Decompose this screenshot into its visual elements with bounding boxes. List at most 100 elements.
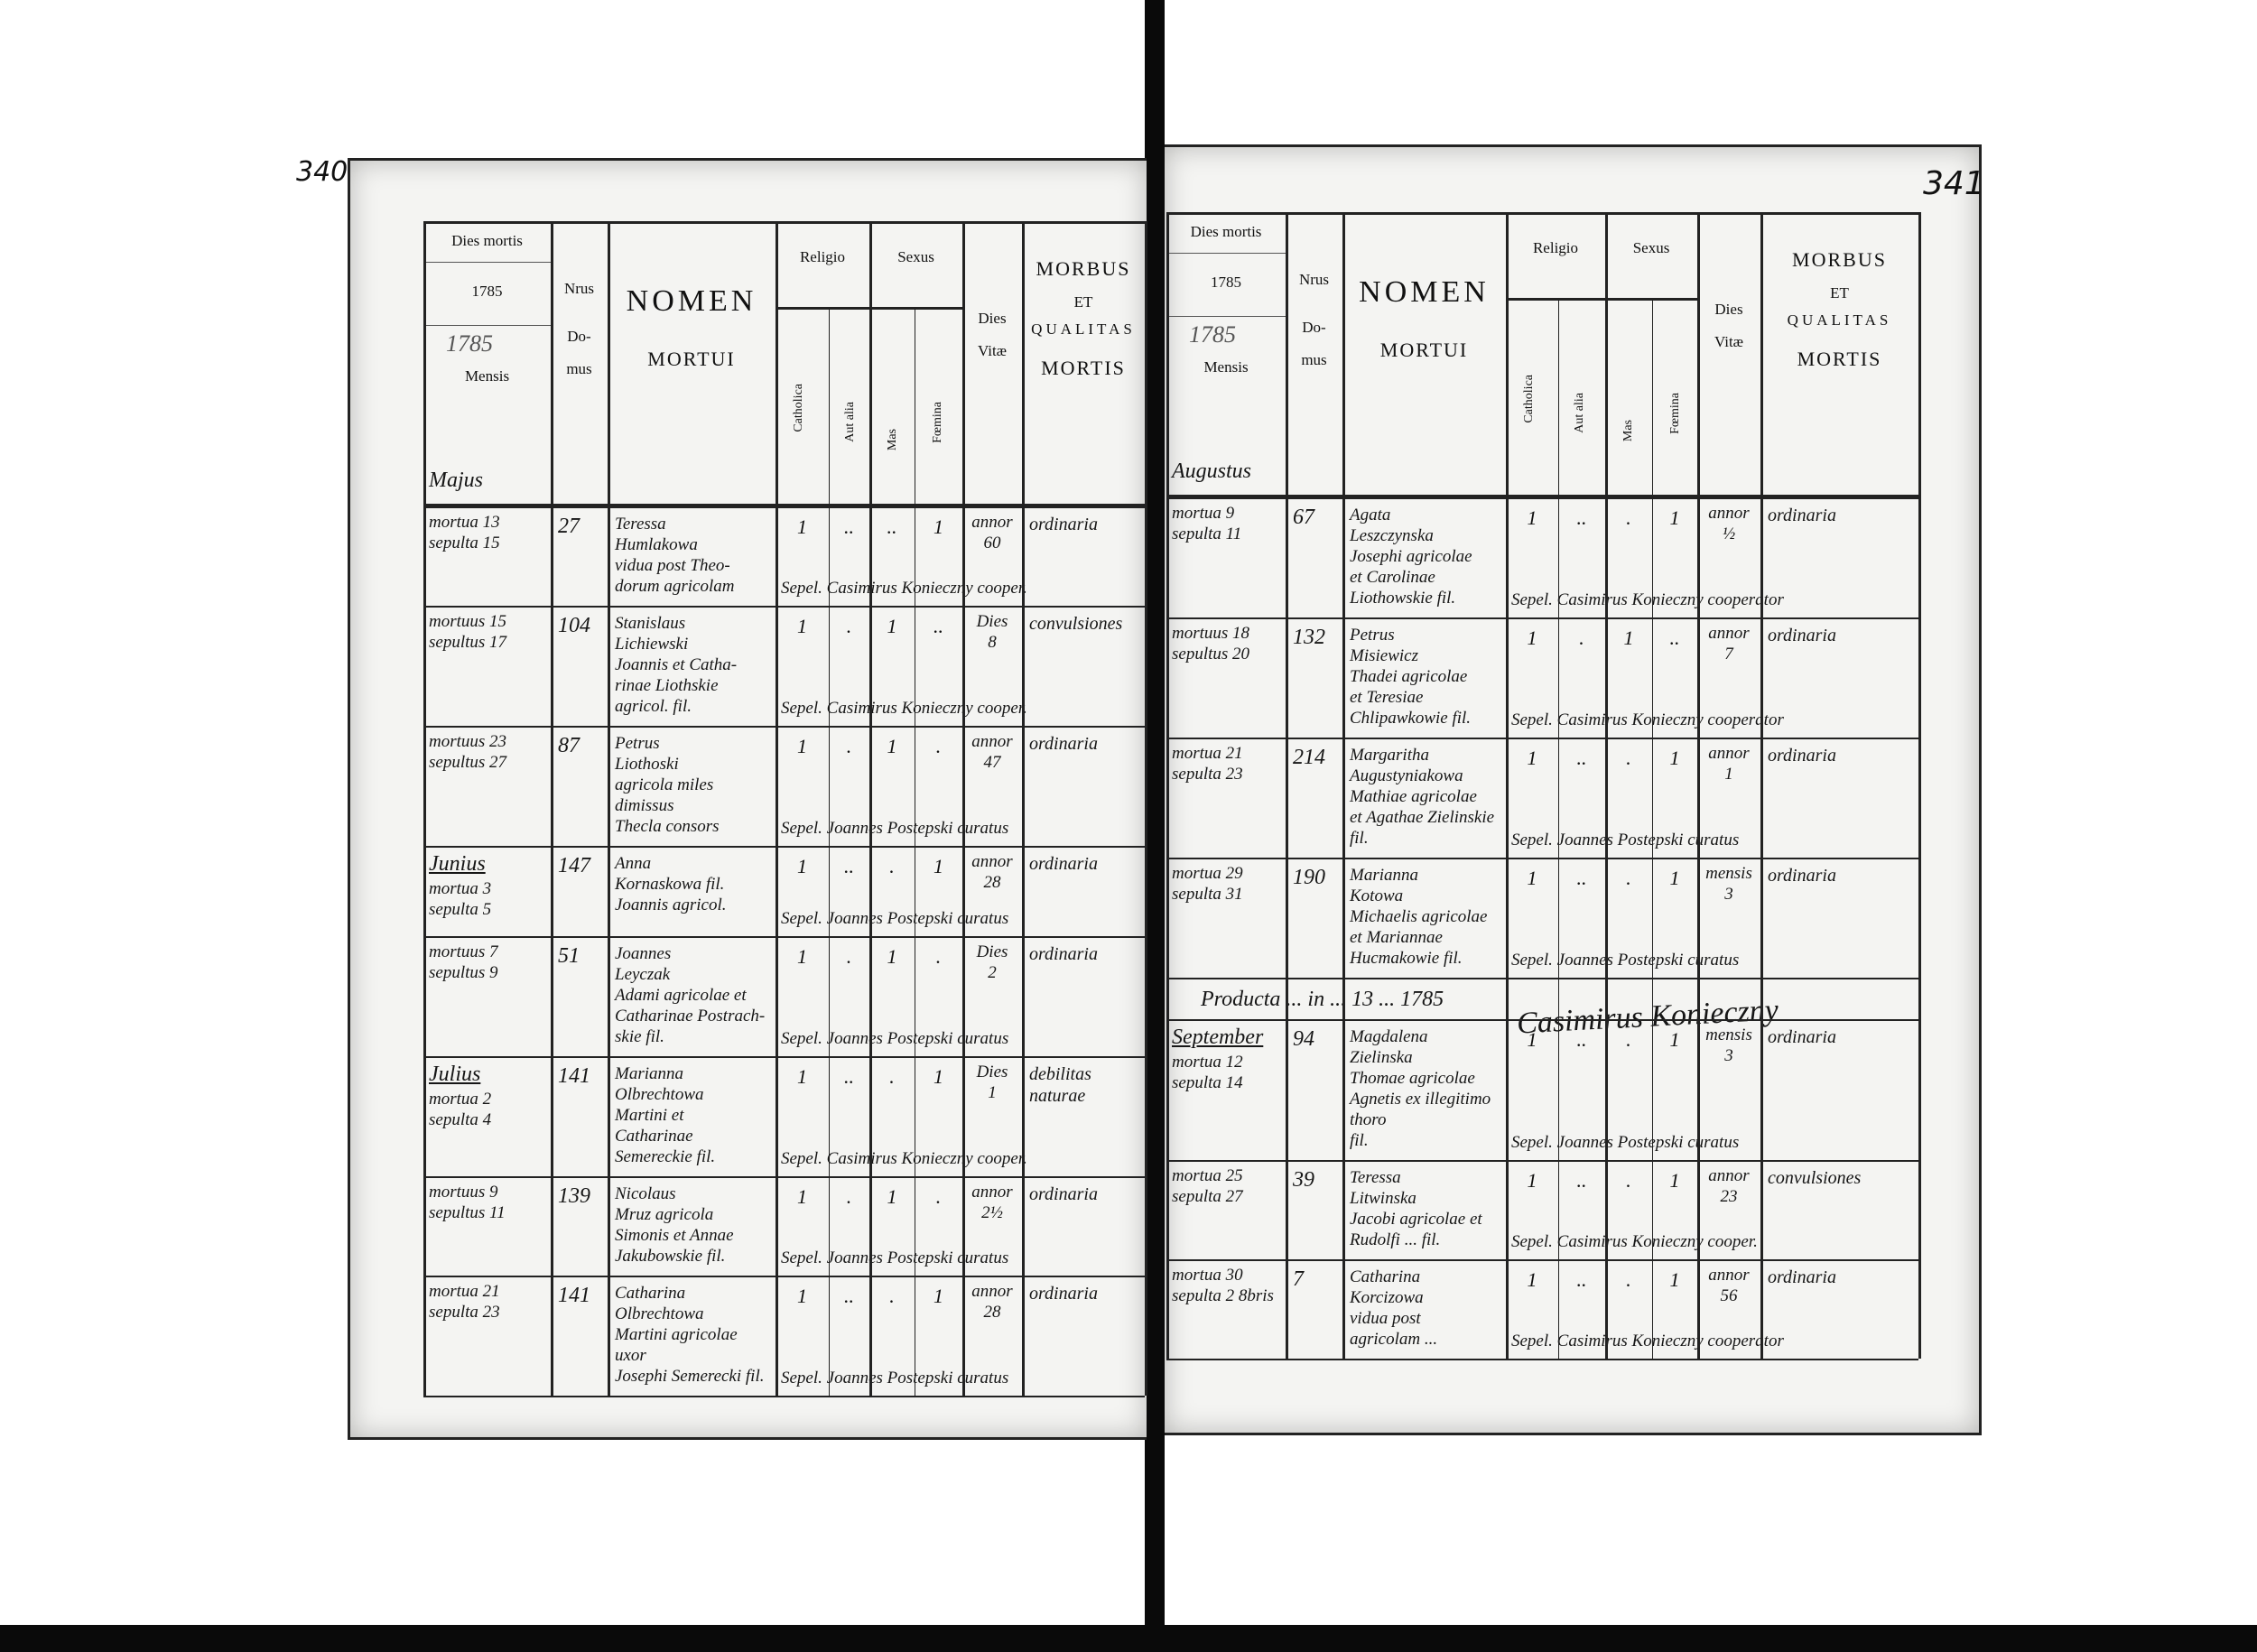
foemina-mark: 1 [933,515,943,538]
house-number: 147 [558,854,590,877]
catholica-mark: 1 [797,1065,807,1088]
header-religio: Religio [799,248,846,265]
cause-of-death: ordinaria [1768,1267,1836,1287]
mas-mark: 1 [887,1185,897,1208]
subheader-rule [1506,298,1697,301]
column-rule [1605,212,1608,1359]
mas-mark: 1 [887,945,897,968]
cause-of-death: ordinaria [1029,1284,1098,1304]
aut-alia-mark: .. [1576,867,1587,889]
catholica-mark: 1 [1527,747,1537,769]
burial-officiant: Sepel. Casimirus Konieczny cooperator [1511,590,1784,609]
catholica-mark: 1 [797,735,807,757]
catholica-mark: 1 [1527,1028,1537,1051]
header-dies-mortis: Dies mortis [451,232,523,249]
cause-of-death: convulsiones [1768,1168,1862,1188]
burial-officiant: Sepel. Joannes Postepski curatus [781,1369,1009,1387]
age-at-death: annor 60 [971,513,1013,552]
death-burial-date: mortuus 15 sepultus 17 [429,612,507,652]
row-divider [423,1396,1145,1397]
foemina-mark: .. [1669,626,1680,649]
foemina-mark: 1 [1669,867,1680,889]
row-divider [1166,617,1918,619]
header-nrus: Nrus [1298,271,1330,288]
column-rule [1286,212,1288,1359]
header-catholica: Catholica [792,384,805,432]
column-rule [1760,212,1763,1359]
header-mensis: Mensis [464,367,510,385]
mas-mark: . [1626,867,1631,889]
row-divider [423,606,1145,608]
header-bottom-rule [423,504,1145,508]
death-burial-date: mortuus 23 sepultus 27 [429,732,507,772]
mas-mark: . [1626,1268,1631,1291]
death-burial-date: mortua 30 sepulta 2 8bris [1172,1266,1274,1305]
row-divider [1166,1259,1918,1261]
mas-mark: . [889,1065,895,1088]
deceased-name: Petrus Misiewicz Thadei agricolae et Ter… [1350,626,1472,728]
header-et: ET [1073,293,1093,311]
house-number: 141 [558,1284,590,1307]
age-at-death: annor 56 [1708,1266,1750,1305]
written-year: 1785 [446,330,493,357]
row-divider [1166,1359,1918,1360]
column-rule [1145,221,1147,1396]
age-at-death: Dies 1 [976,1063,1008,1102]
burial-officiant: Sepel. Casimirus Konieczny cooper. [781,1149,1027,1168]
catholica-mark: 1 [1527,1169,1537,1192]
foemina-mark: 1 [1669,1268,1680,1291]
date-rule [1166,316,1286,317]
aut-alia-mark: .. [844,1065,854,1088]
mas-mark: . [1626,506,1631,529]
header-qualitas: QUALITAS [1031,320,1136,338]
header-nomen: NOMEN [1359,275,1490,309]
house-number: 27 [558,515,580,538]
row-divider [423,1056,1145,1058]
burial-officiant: Sepel. Casimirus Konieczny cooper. [1511,1232,1758,1251]
aut-alia-mark: .. [1576,1169,1587,1192]
burial-officiant: Sepel. Joannes Postepski curatus [781,1029,1009,1048]
deceased-name: Agata Leszczynska Josephi agricolae et C… [1350,506,1472,608]
header-domus: Do- mus [566,328,592,377]
row-divider [1166,978,1918,979]
column-rule [1166,212,1169,1359]
column-rule [869,221,872,1396]
header-year: 1785 [471,283,503,300]
header-sexus: Sexus [897,248,934,265]
month-name: Junius [429,852,486,876]
deceased-name: Catharina Olbrechtowa Martini agricolae … [615,1284,765,1386]
header-aut-alia: Aut alia [1573,393,1586,433]
foemina-mark: 1 [933,1065,943,1088]
cause-of-death: debilitas naturae [1029,1064,1091,1106]
cause-of-death: ordinaria [1029,1184,1098,1204]
cause-of-death: convulsiones [1029,614,1123,634]
column-rule [1506,212,1509,1359]
header-bottom-rule [1166,495,1918,499]
aut-alia-mark: . [846,615,852,637]
death-burial-date: mortua 29 sepulta 31 [1172,864,1243,904]
column-rule [776,221,778,1396]
left-page: 340 Dies mortis 1785 1785 Mensis Majus Nrus Do… [296,156,1147,1440]
cause-of-death: ordinaria [1029,944,1098,964]
header-religio: Religio [1532,239,1579,256]
header-mortis: MORTIS [1041,357,1126,379]
header-nrus: Nrus [563,280,595,297]
aut-alia-mark: .. [1576,1028,1587,1051]
cause-of-death: ordinaria [1768,506,1836,525]
mas-mark: 1 [887,615,897,637]
burial-officiant: Sepel. Casimirus Konieczny cooperator [1511,1332,1784,1350]
deceased-name: Petrus Liothoski agricola miles dimissus… [615,734,720,836]
aut-alia-mark: . [1579,626,1584,649]
catholica-mark: 1 [797,945,807,968]
row-divider [1166,1160,1918,1162]
burial-officiant: Sepel. Joannes Postepski curatus [781,819,1009,838]
header-et: ET [1830,284,1849,302]
age-at-death: annor 1 [1708,744,1750,784]
column-rule [423,221,426,1396]
row-divider [1166,738,1918,739]
deceased-name: Nicolaus Mruz agricola Simonis et Annae … [615,1184,734,1266]
row-divider [423,936,1145,938]
burial-officiant: Sepel. Joannes Postepski curatus [781,909,1009,928]
aut-alia-mark: .. [1576,506,1587,529]
aut-alia-mark: . [846,945,852,968]
